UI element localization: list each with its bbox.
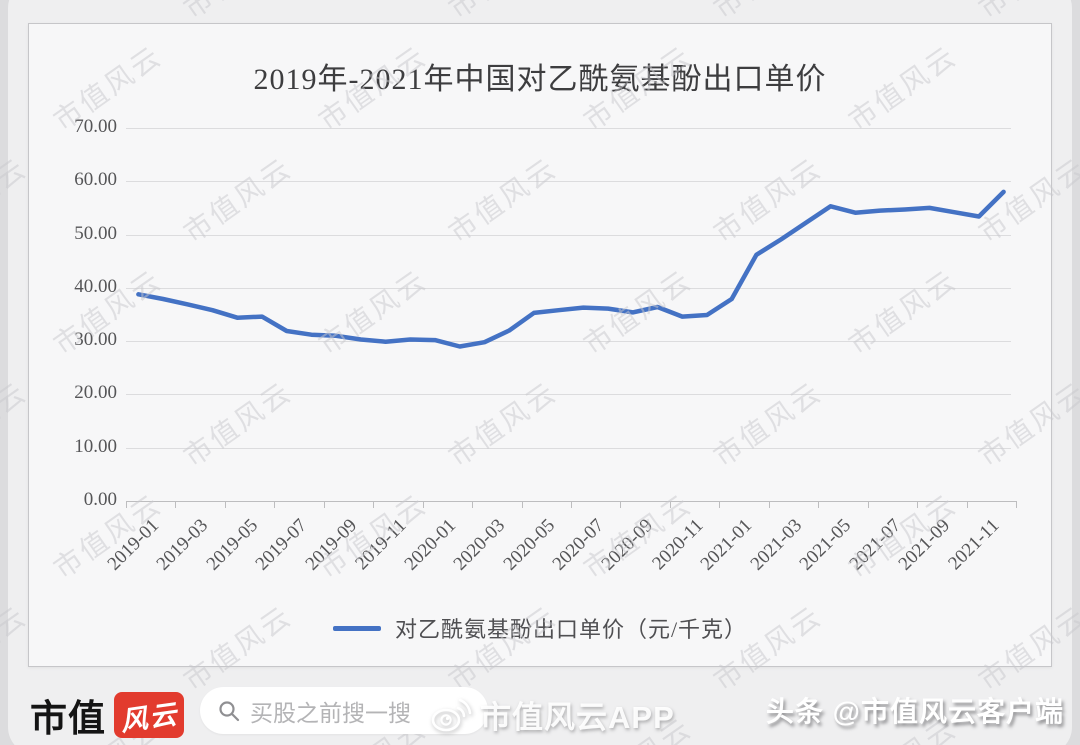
app-watermark: 市值风云APP: [430, 692, 675, 737]
gridline: [126, 181, 1011, 183]
y-axis-label: 20.00: [74, 382, 117, 404]
x-axis-label: 2020-07: [548, 515, 609, 575]
legend-line-swatch: [332, 625, 381, 631]
x-axis-label: 2020-11: [647, 515, 708, 575]
app-watermark-text: 市值风云APP: [480, 700, 675, 735]
plot-area: 0.00 10.00 20.00 30.00 40.00 50.00 60.00 70.00 2…: [29, 24, 1051, 666]
y-axis-label: 70.00: [74, 116, 117, 137]
price-line-series: [136, 189, 1006, 349]
x-axis-label: 2019-09: [301, 515, 361, 575]
x-axis-tick: [867, 501, 869, 508]
x-axis-label: 2019-03: [153, 515, 213, 575]
x-axis-tick: [323, 501, 325, 508]
gridline: [126, 234, 1011, 236]
x-axis-label: 2020-03: [449, 515, 510, 575]
gridline: [126, 394, 1011, 396]
chart-title: 2019年-2021年中国对乙酰氨基酚出口单价: [253, 63, 827, 96]
footer-bar: 市值 风云 买股之前搜一搜 市值风云APP 头条 @市值风云客户端: [0, 678, 1080, 745]
x-axis-label: 2021-07: [845, 515, 905, 575]
y-axis-label: 0.00: [83, 489, 117, 510]
weibo-icon: [431, 698, 472, 731]
y-axis-label: 40.00: [74, 275, 117, 297]
x-axis-label: 2021-01: [696, 515, 757, 575]
x-axis-tick: [422, 501, 424, 508]
brand-logo: 市值 风云: [30, 688, 184, 742]
x-axis-label: 2019-05: [202, 515, 263, 575]
x-axis-label: 2021-03: [746, 515, 806, 575]
gridline: [126, 128, 1011, 129]
x-axis-label: 2020-05: [499, 515, 559, 575]
search-placeholder: 买股之前搜一搜: [250, 699, 411, 726]
x-axis-label: 2021-09: [894, 515, 955, 575]
x-axis-label: 2019-11: [351, 515, 411, 575]
y-axis-label: 30.00: [74, 329, 117, 351]
gridline: [126, 287, 1011, 289]
x-axis-tick: [818, 501, 820, 508]
x-axis-tick: [917, 501, 919, 508]
x-axis-tick: [669, 501, 671, 508]
x-axis-label: 2020-01: [400, 515, 460, 575]
x-axis-tick: [373, 501, 375, 508]
x-axis-tick: [571, 501, 572, 508]
x-axis-tick: [719, 501, 721, 508]
y-axis-label: 50.00: [74, 222, 117, 244]
x-axis-tick: [224, 501, 226, 508]
toutiao-attribution: 头条 @市值风云客户端: [765, 696, 1064, 727]
chart-legend: 对乙酰氨基酚出口单价（元/千克）: [29, 612, 1051, 644]
brand-text: 市值: [30, 698, 106, 739]
brand-badge-fengyun: 风云: [114, 692, 184, 738]
x-axis-tick: [175, 501, 177, 508]
x-axis-label: 2019-07: [251, 515, 312, 575]
x-axis-tick: [768, 501, 770, 508]
x-axis-tick: [1016, 501, 1017, 508]
x-axis-label: 2021-11: [944, 515, 1004, 575]
x-axis-tick: [274, 501, 276, 508]
gridline: [126, 341, 1011, 343]
x-axis-label: 2021-05: [795, 515, 856, 575]
chart-frame: 2019年-2021年中国对乙酰氨基酚出口单价 0.00 10.00 20.00 30…: [28, 23, 1052, 667]
y-axis-label: 60.00: [74, 169, 117, 191]
x-axis-tick: [966, 501, 968, 508]
x-axis-label: 2019-01: [103, 515, 164, 575]
legend-label: 对乙酰氨基酚出口单价（元/千克）: [394, 617, 748, 642]
x-axis-tick: [472, 501, 474, 508]
y-axis-label: 10.00: [74, 435, 117, 457]
x-axis-tick: [620, 501, 622, 508]
series-line-chart: [136, 189, 1006, 349]
x-axis-tick: [126, 501, 127, 508]
x-axis-label: 2020-09: [598, 515, 658, 575]
gridline: [126, 447, 1011, 449]
search-icon: [219, 700, 240, 721]
x-axis-tick: [521, 501, 523, 508]
